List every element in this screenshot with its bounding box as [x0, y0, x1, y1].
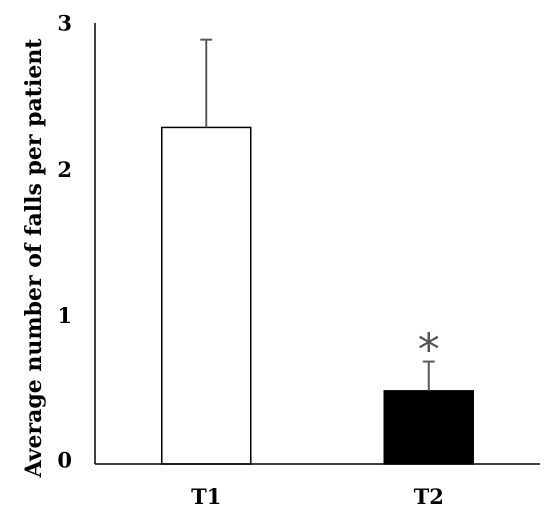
- y-tick-label: 2: [57, 157, 72, 182]
- y-tick-label: 1: [57, 303, 72, 328]
- y-tick-label: 0: [57, 448, 72, 473]
- x-tick-label: T2: [414, 484, 444, 509]
- y-axis-title: Average number of falls per patient: [21, 38, 47, 479]
- significance-asterisk: *: [418, 325, 440, 376]
- bar-t2: [383, 390, 474, 465]
- y-tick-label: 3: [57, 11, 72, 36]
- x-tick-label: T1: [191, 484, 221, 509]
- bar-t1: [161, 126, 252, 465]
